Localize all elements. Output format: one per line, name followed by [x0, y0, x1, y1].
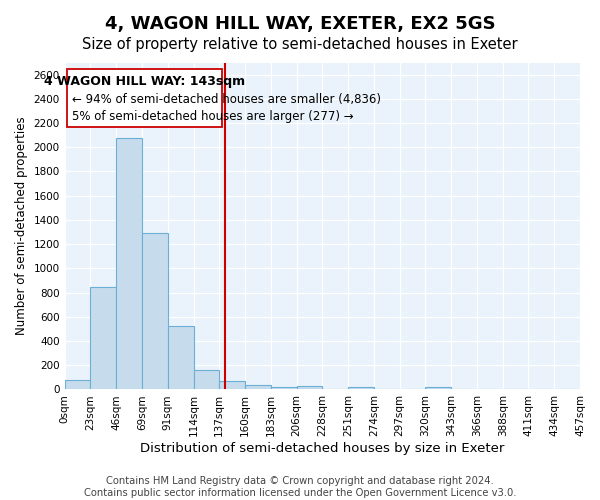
Bar [348, 387, 374, 390]
Y-axis label: Number of semi-detached properties: Number of semi-detached properties [15, 116, 28, 336]
Bar [219, 381, 245, 390]
Text: 4, WAGON HILL WAY, EXETER, EX2 5GS: 4, WAGON HILL WAY, EXETER, EX2 5GS [104, 15, 496, 33]
Bar [116, 138, 142, 390]
Bar [142, 233, 168, 390]
Bar [65, 380, 91, 390]
Text: 4 WAGON HILL WAY: 143sqm: 4 WAGON HILL WAY: 143sqm [44, 75, 245, 88]
Text: 5% of semi-detached houses are larger (277) →: 5% of semi-detached houses are larger (2… [73, 110, 354, 122]
Text: Contains HM Land Registry data © Crown copyright and database right 2024.
Contai: Contains HM Land Registry data © Crown c… [84, 476, 516, 498]
Text: Size of property relative to semi-detached houses in Exeter: Size of property relative to semi-detach… [82, 38, 518, 52]
Bar [168, 326, 193, 390]
FancyBboxPatch shape [67, 68, 222, 126]
Bar [193, 370, 219, 390]
Text: ← 94% of semi-detached houses are smaller (4,836): ← 94% of semi-detached houses are smalle… [73, 93, 382, 106]
Bar [271, 387, 296, 390]
Bar [91, 286, 116, 390]
Bar [245, 385, 271, 390]
X-axis label: Distribution of semi-detached houses by size in Exeter: Distribution of semi-detached houses by … [140, 442, 505, 455]
Bar [296, 386, 322, 390]
Bar [425, 387, 451, 390]
